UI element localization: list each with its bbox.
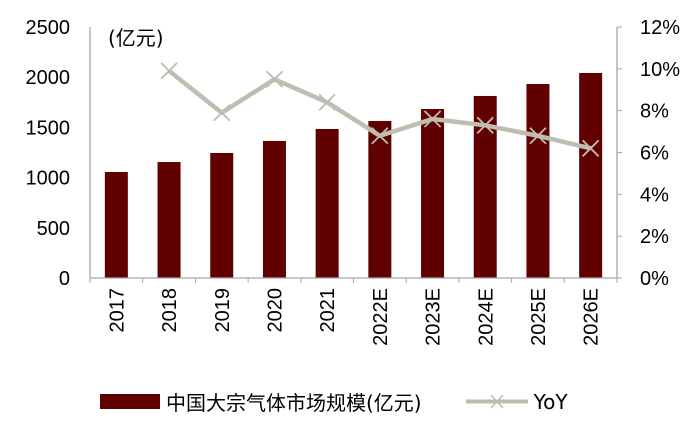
x-tick-label: 2022E: [370, 288, 392, 346]
right-tick-label: 8%: [640, 101, 669, 123]
bar-2022E: [368, 120, 392, 279]
right-tick-label: 10%: [640, 59, 680, 81]
left-tick-label: 1500: [26, 117, 71, 139]
x-tick-label: 2018: [159, 288, 181, 333]
x-tick-label: 2021: [317, 288, 339, 333]
right-tick-label: 2%: [640, 226, 669, 248]
right-tick-label: 4%: [640, 184, 669, 206]
right-tick-label: 6%: [640, 143, 669, 165]
bar-2026E: [579, 72, 603, 278]
bar-2023E: [421, 109, 445, 279]
x-tick-label: 2026E: [581, 288, 603, 346]
bar-2017: [104, 171, 128, 278]
bar-2018: [157, 162, 181, 278]
legend-item-yoy: YoY: [465, 389, 568, 414]
combo-chart: 0 500 1000 1500 2000 2500 0% 2% 4% 6% 8% 10% 12% 2017…: [26, 17, 681, 346]
bar-2021: [315, 129, 339, 278]
legend-label-yoy: YoY: [533, 389, 568, 414]
x-tick-label: 2020: [264, 288, 286, 333]
x-tick-label: 2017: [106, 288, 128, 333]
right-tick-label: 0%: [640, 268, 669, 290]
x-tick-label: 2024E: [475, 288, 497, 346]
x-tick-label: 2023E: [423, 288, 445, 346]
right-tick-label: 12%: [640, 17, 680, 39]
left-tick-label: 1000: [26, 168, 71, 190]
legend-label-market-size: 中国大宗气体市场规模(亿元): [166, 391, 422, 415]
bar-swatch-icon: [100, 394, 160, 409]
legend-item-market-size: 中国大宗气体市场规模(亿元): [100, 387, 422, 416]
bar-2019: [210, 153, 234, 278]
x-tick-label: 2025E: [528, 288, 550, 346]
left-tick-label: 0: [59, 268, 70, 290]
x-tick-label: 2019: [212, 288, 234, 333]
bar-2024E: [473, 95, 497, 279]
bar-2025E: [526, 84, 550, 279]
legend: 中国大宗气体市场规模(亿元) YoY: [100, 387, 612, 416]
left-tick-label: 500: [37, 218, 70, 240]
unit-annotation: (亿元): [108, 26, 164, 50]
left-tick-label: 2000: [26, 67, 71, 89]
line-x-marker-icon: [465, 394, 528, 409]
bar-2020: [262, 140, 286, 278]
left-tick-label: 2500: [26, 17, 71, 39]
